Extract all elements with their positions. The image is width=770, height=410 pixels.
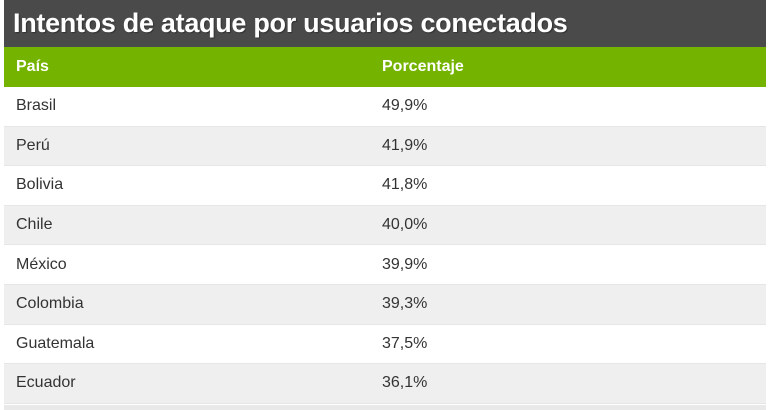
cell-country: Bolivia	[16, 176, 64, 194]
cell-country: Guatemala	[16, 334, 95, 352]
cell-percentage: 41,9%	[382, 136, 428, 154]
cell-percentage: 40,0%	[382, 216, 428, 234]
cell-percentage: 37,5%	[382, 334, 428, 352]
title-bar: Intentos de ataque por usuarios conectad…	[4, 0, 766, 47]
cell-country: Ecuador	[16, 374, 76, 392]
cell-percentage: 39,3%	[382, 295, 428, 313]
header-country: País	[16, 58, 49, 75]
cell-country: Brasil	[16, 97, 57, 115]
table-row: Ecuador 36,1%	[4, 364, 766, 404]
table-header: País Porcentaje	[4, 47, 766, 87]
cell-percentage: 41,8%	[382, 176, 428, 194]
table-row: Guatemala 37,5%	[4, 324, 766, 365]
table-row: Perú 41,9%	[4, 126, 766, 167]
table-container: Intentos de ataque por usuarios conectad…	[4, 0, 766, 410]
table-row: Chile 40,0%	[4, 205, 766, 246]
table-body: Brasil 49,9% Perú 41,9% Bolivia 41,8% Chile 40,…	[4, 87, 766, 404]
table-row: Bolivia 41,8%	[4, 166, 766, 206]
cell-percentage: 39,9%	[382, 255, 428, 273]
cell-country: Colombia	[16, 295, 84, 313]
table-row: Colombia 39,3%	[4, 284, 766, 325]
table-bottom-edge	[4, 405, 766, 410]
table-title: Intentos de ataque por usuarios conectad…	[13, 8, 568, 38]
table-row: México 39,9%	[4, 245, 766, 285]
cell-country: México	[16, 255, 67, 273]
header-percentage: Porcentaje	[382, 58, 464, 75]
cell-percentage: 49,9%	[382, 97, 428, 115]
cell-country: Chile	[16, 216, 53, 234]
cell-country: Perú	[16, 136, 50, 154]
table-row: Brasil 49,9%	[4, 87, 766, 127]
cell-percentage: 36,1%	[382, 374, 428, 392]
